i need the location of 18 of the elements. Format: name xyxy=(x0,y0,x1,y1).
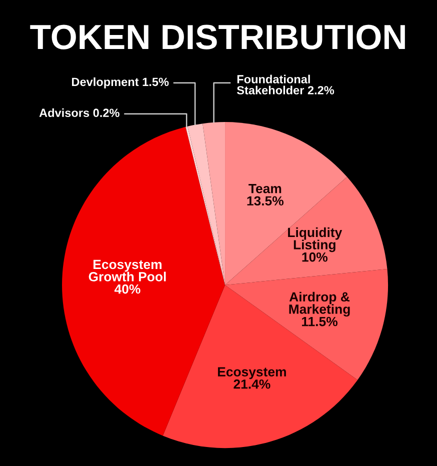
pie-slice xyxy=(225,176,388,286)
data-label: 10% xyxy=(302,252,328,262)
pie-slice xyxy=(202,122,226,286)
data-label: 21.4% xyxy=(234,379,270,389)
pie-slice xyxy=(225,122,348,286)
slice-label: Liquidity Listing xyxy=(288,227,342,252)
data-label: 13.5% xyxy=(247,196,284,206)
slice-label: Advisors 0.2% xyxy=(39,108,120,118)
slice-label: Ecosystem xyxy=(218,367,286,380)
slice-label: Ecosystem Growth Pool xyxy=(88,260,166,282)
data-label: 40% xyxy=(114,284,140,294)
data-label: 11.5% xyxy=(302,316,338,326)
slice-label: Devlopment 1.5% xyxy=(72,77,169,88)
slice-label: Airdrop & Marketing xyxy=(289,292,350,317)
chart-title: TOKEN DISTRIBUTION xyxy=(30,24,405,50)
slice-label: Team xyxy=(248,184,282,194)
pie-slice xyxy=(162,285,358,448)
slice-label: Foundational Stakeholder 2.2% xyxy=(236,74,334,94)
